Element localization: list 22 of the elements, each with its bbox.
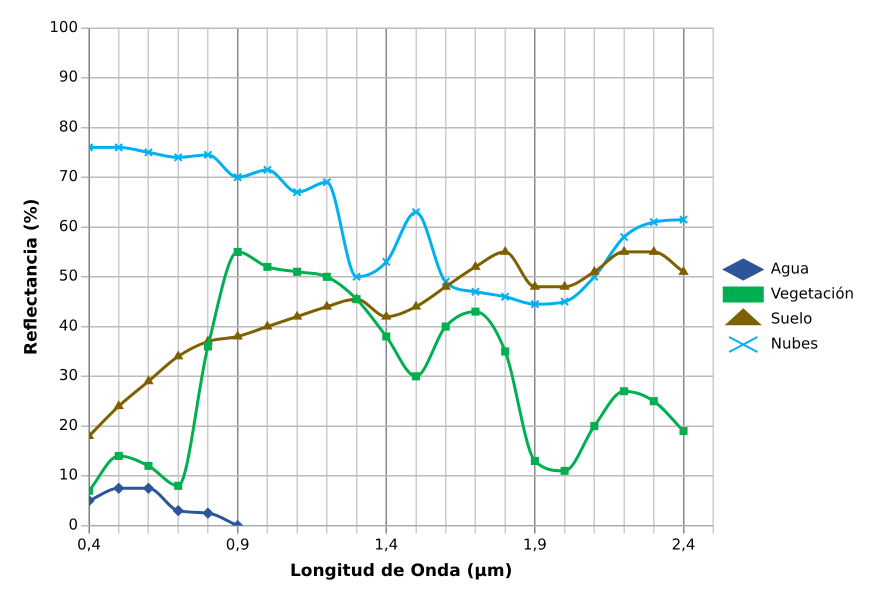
- legend-label: Vegetación: [770, 284, 854, 302]
- legend-label: Agua: [770, 259, 810, 278]
- y-tick-label: 10: [58, 466, 78, 484]
- y-tick-label: 30: [58, 366, 78, 384]
- x-axis-title: Longitud de Onda (μm): [290, 561, 512, 582]
- y-tick-label: 60: [58, 216, 78, 235]
- y-tick-label: 80: [58, 117, 78, 136]
- legend-label: Suelo: [770, 309, 812, 328]
- x-tick-label: 0,9: [226, 535, 250, 554]
- y-tick-label: 40: [58, 316, 78, 334]
- x-tick-label: 0,4: [77, 535, 101, 554]
- legend-label: Nubes: [770, 334, 818, 352]
- y-axis-title: Reflectancia (%): [22, 198, 42, 356]
- y-tick-label: 100: [49, 18, 78, 36]
- y-tick-label: 20: [58, 416, 78, 434]
- y-tick-label: 90: [58, 68, 78, 86]
- y-tick-label: 50: [58, 266, 78, 285]
- x-tick-label: 1,4: [374, 535, 398, 554]
- x-tick-label: 2,4: [672, 535, 696, 554]
- y-tick-label: 0: [68, 515, 78, 534]
- y-tick-label: 70: [58, 167, 78, 186]
- x-tick-label: 1,9: [522, 535, 547, 554]
